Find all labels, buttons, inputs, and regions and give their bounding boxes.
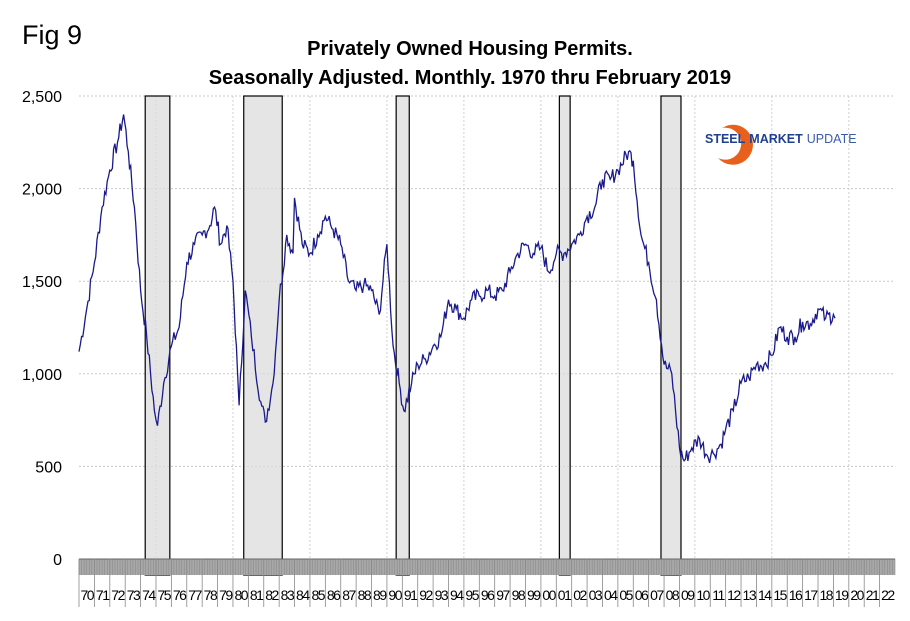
gridlines [79,95,895,559]
x-tick-label: 91 [404,587,418,603]
x-tick-label: 13 [743,587,757,603]
x-tick-label: 08 [666,587,680,603]
recession-bar [243,95,283,576]
x-tick-label: 99 [527,587,541,603]
logo: STEEL MARKET UPDATE [705,124,857,165]
x-tick-label: 88 [358,587,372,603]
x-tick-label: 14 [758,587,772,603]
x-tick-label: 19 [835,587,849,603]
y-tick-label: 500 [35,459,62,476]
x-tick-label: 95 [465,587,479,603]
x-tick-label: 15 [773,587,787,603]
chart-title: Privately Owned Housing Permits. [307,38,633,60]
x-tick-label: 12 [727,587,741,603]
x-tick-label: 70 [81,587,95,603]
x-tick-label: 97 [496,587,510,603]
x-tick-label: 78 [204,587,218,603]
x-tick-label: 79 [219,587,233,603]
x-tick-label: 74 [142,587,156,603]
x-tick-label: 71 [96,587,110,603]
y-tick-label: 2,000 [22,182,62,199]
recession-bar [144,95,171,576]
x-tick-label: 73 [127,587,141,603]
x-tick-label: 87 [342,587,356,603]
x-tick-label: 72 [111,587,125,603]
x-tick-label: 92 [419,587,433,603]
x-tick-label: 10 [696,587,710,603]
y-tick-label: 2,500 [22,89,62,106]
x-tick-label: 76 [173,587,187,603]
y-axis: 0 500 1,000 1,500 2,000 2,500 [22,89,62,569]
x-tick-label: 21 [866,587,880,603]
x-tick-label: 16 [789,587,803,603]
x-axis: 70 71 72 73 74 75 76 77 78 79 80 81 82 83 84 85 86 87 88 89… [78,558,897,607]
x-tick-label: 11 [712,587,725,603]
x-tick-label: 96 [481,587,495,603]
recession-bars [144,95,682,576]
series-line [78,114,836,464]
x-tick-label: 80 [234,587,248,603]
x-tick-label: 84 [296,587,310,603]
x-tick-label: 89 [373,587,387,603]
recession-bar [395,95,410,576]
x-tick-label: 18 [820,587,834,603]
x-tick-label: 05 [619,587,633,603]
x-tick-label: 00 [542,587,556,603]
x-tick-label: 93 [435,587,449,603]
x-tick-label: 22 [881,587,895,603]
x-tick-label: 09 [681,587,695,603]
x-tick-label: 90 [388,587,402,603]
y-tick-label: 0 [53,552,62,569]
x-tick-label: 85 [311,587,325,603]
y-tick-label: 1,500 [22,274,62,291]
x-tick-label: 82 [265,587,279,603]
chart-subtitle: Seasonally Adjusted. Monthly. 1970 thru … [209,67,731,89]
x-tick-label: 81 [250,587,264,603]
recession-bar [660,95,682,576]
x-tick-label: 04 [604,587,618,603]
x-tick-label: 20 [850,587,864,603]
recession-bar [558,95,571,576]
logo-swoosh [718,124,753,165]
x-tick-label: 02 [573,587,587,603]
x-tick-label: 06 [635,587,649,603]
fig-label: Fig 9 [22,20,82,50]
x-tick-label: 98 [512,587,526,603]
x-tick-label: 86 [327,587,341,603]
x-tick-label: 83 [281,587,295,603]
x-tick-label: 03 [589,587,603,603]
x-tick-label: 75 [157,587,171,603]
x-tick-label: 07 [650,587,664,603]
x-tick-label: 94 [450,587,464,603]
x-tick-label: 17 [804,587,818,603]
y-tick-label: 1,000 [22,367,62,384]
x-tick-label: 77 [188,587,202,603]
x-tick-label: 01 [558,587,572,603]
